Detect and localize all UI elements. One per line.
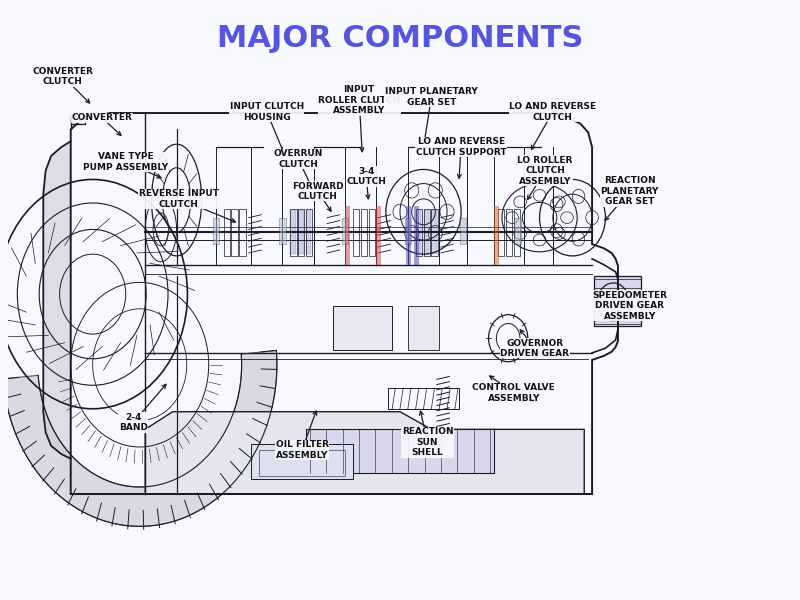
Text: LO AND REVERSE
CLUTCH: LO AND REVERSE CLUTCH [510,102,597,122]
Bar [239,209,246,256]
Bar [431,209,438,256]
Bar [231,209,238,256]
Bar [498,209,504,256]
Text: OIL FILTER
ASSEMBLY: OIL FILTER ASSEMBLY [275,440,329,460]
Text: LO AND REVERSE
CLUTCH SUPPORT: LO AND REVERSE CLUTCH SUPPORT [416,137,506,157]
Text: REACTION
SUN
SHELL: REACTION SUN SHELL [402,427,454,457]
Bar [251,444,353,479]
Bar [342,218,348,244]
Text: REACTION
PLANETARY
GEAR SET: REACTION PLANETARY GEAR SET [601,176,659,206]
Bar [414,206,419,265]
Bar [306,430,494,473]
Bar [423,209,430,256]
Bar [594,277,642,326]
Bar [459,218,466,244]
Text: 2-4
BAND: 2-4 BAND [119,413,148,432]
Text: CONVERTER: CONVERTER [72,113,133,122]
Bar [353,209,359,256]
Text: INPUT PLANETARY
GEAR SET: INPUT PLANETARY GEAR SET [385,88,478,107]
Bar [306,210,311,254]
Text: CONVERTER
CLUTCH: CONVERTER CLUTCH [33,67,94,86]
Bar [345,206,350,265]
Text: MAJOR COMPONENTS: MAJOR COMPONENTS [217,24,583,53]
Bar [306,209,312,256]
Text: FORWARD
CLUTCH: FORWARD CLUTCH [292,182,343,201]
Bar [494,206,498,265]
Polygon shape [43,141,70,459]
Bar [416,209,422,256]
Text: VANE TYPE
PUMP ASSEMBLY: VANE TYPE PUMP ASSEMBLY [83,152,168,172]
Bar [361,209,367,256]
Bar [408,306,439,350]
Bar [377,206,381,265]
Bar [405,218,411,244]
Bar [506,209,512,256]
Bar [279,218,286,244]
Bar [259,450,345,476]
Text: 3-4
CLUTCH: 3-4 CLUTCH [346,167,386,186]
Text: INPUT CLUTCH
HOUSING: INPUT CLUTCH HOUSING [230,102,304,122]
Bar [298,209,304,256]
Polygon shape [3,350,277,526]
Text: CONTROL VALVE
ASSEMBLY: CONTROL VALVE ASSEMBLY [472,383,555,403]
Bar [514,218,521,244]
Bar [298,210,303,254]
Text: LO ROLLER
CLUTCH
ASSEMBLY: LO ROLLER CLUTCH ASSEMBLY [518,156,573,185]
Bar [423,210,429,254]
Bar [416,210,421,254]
Bar [213,218,219,244]
Bar [406,206,411,265]
Text: REVERSE INPUT
CLUTCH: REVERSE INPUT CLUTCH [139,189,219,209]
Text: OVERRUN
CLUTCH: OVERRUN CLUTCH [274,149,322,169]
Bar [388,388,459,409]
Bar [514,209,520,256]
Bar [369,209,375,256]
Bar [334,306,392,350]
Bar [70,115,85,124]
Text: INPUT
ROLLER CLUTCH
ASSEMBLY: INPUT ROLLER CLUTCH ASSEMBLY [318,85,400,115]
Bar [431,210,437,254]
Text: SPEEDOMETER
DRIVEN GEAR
ASSEMBLY: SPEEDOMETER DRIVEN GEAR ASSEMBLY [592,291,667,321]
Bar [224,209,230,256]
Bar [290,209,297,256]
Bar [290,210,296,254]
Polygon shape [146,412,584,494]
Text: GOVERNOR
DRIVEN GEAR: GOVERNOR DRIVEN GEAR [500,338,570,358]
